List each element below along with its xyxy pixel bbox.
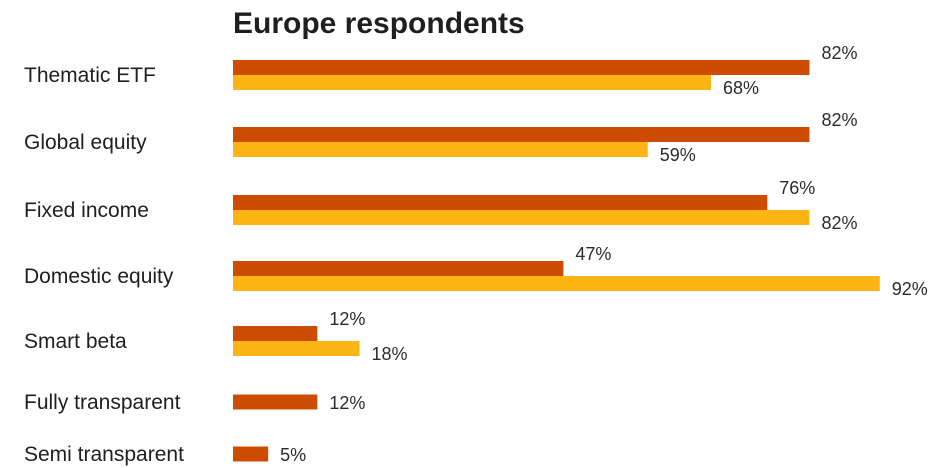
value-label: 92% (892, 279, 928, 299)
bar-series-1 (233, 195, 768, 210)
bar-series-1 (233, 261, 564, 276)
bar-series-2 (233, 210, 810, 225)
bar-series-1 (233, 127, 810, 142)
category-label: Global equity (24, 131, 147, 154)
bar-series-1 (233, 446, 269, 462)
category-label: Fixed income (24, 199, 149, 222)
bar-series-1 (233, 326, 318, 341)
value-label: 18% (372, 344, 408, 364)
bar-series-2 (233, 341, 360, 356)
bars (233, 60, 880, 462)
chart-title: Europe respondents (233, 7, 525, 40)
category-label: Semi transparent (24, 443, 184, 466)
bar-series-2 (233, 75, 712, 90)
value-label: 12% (329, 309, 365, 329)
value-label: 76% (779, 178, 815, 198)
value-label: 82% (821, 213, 857, 233)
value-label: 82% (821, 43, 857, 63)
bar-series-1 (233, 60, 810, 75)
bar-series-2 (233, 276, 880, 291)
value-label: 12% (329, 393, 365, 413)
category-label: Domestic equity (24, 265, 174, 288)
category-labels: Thematic ETF Global equity Fixed income Dom… (24, 64, 184, 466)
category-label: Thematic ETF (24, 64, 156, 87)
value-label: 68% (723, 78, 759, 98)
value-label: 82% (821, 110, 857, 130)
category-label: Fully transparent (24, 391, 181, 414)
value-label: 59% (660, 145, 696, 165)
category-label: Smart beta (24, 330, 127, 353)
value-label: 5% (280, 445, 306, 465)
value-labels: 82% 68% 82% 59% 76% 82% 47% 92% 12% 18% 12% 5% (280, 43, 928, 465)
value-label: 47% (575, 244, 611, 264)
bar-series-2 (233, 142, 648, 157)
bar-series-1 (233, 394, 318, 410)
